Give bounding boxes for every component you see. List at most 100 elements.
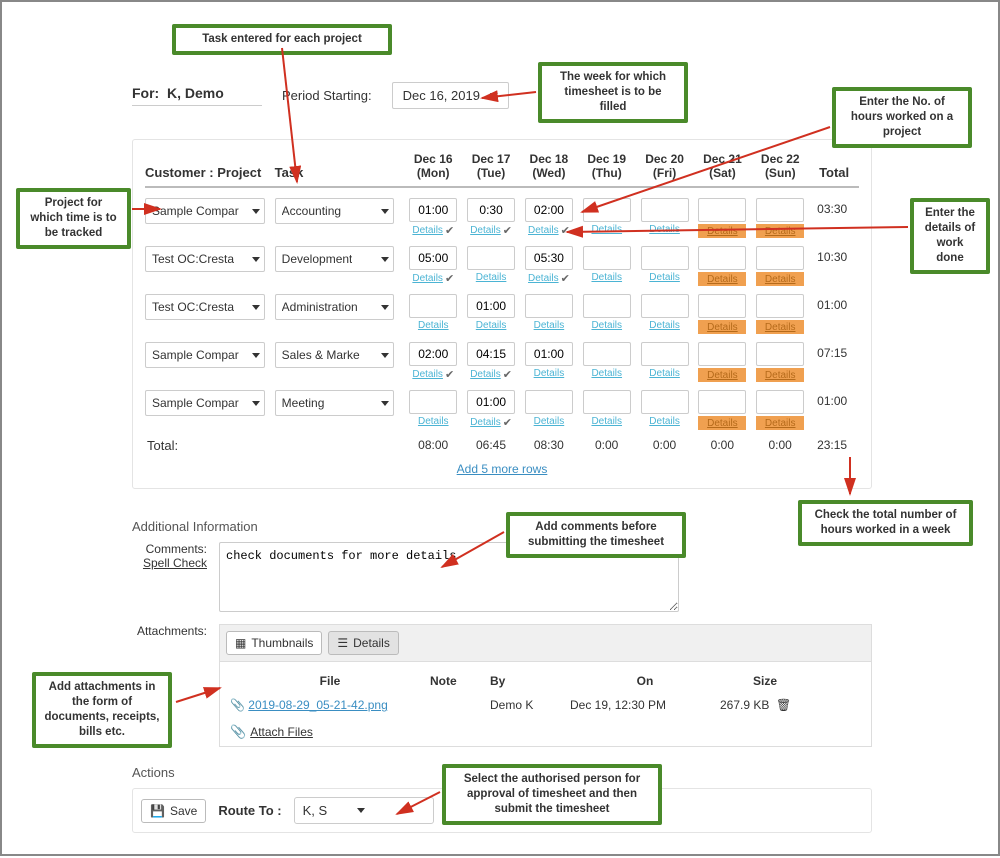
task-select[interactable]: Accounting: [275, 198, 395, 224]
route-to-label: Route To :: [218, 803, 281, 818]
row-total: 01:00: [809, 390, 859, 408]
details-link[interactable]: Details: [591, 416, 622, 427]
callout-comments: Add comments before submitting the times…: [506, 512, 686, 558]
hours-input[interactable]: [698, 342, 746, 366]
attachment-file-link[interactable]: 2019-08-29_05-21-42.png: [248, 698, 387, 712]
details-link[interactable]: Details: [476, 320, 507, 331]
project-select[interactable]: Test OC:Cresta: [145, 246, 265, 272]
details-link[interactable]: Details: [412, 225, 443, 236]
details-link[interactable]: Details: [470, 369, 501, 380]
details-link[interactable]: Details: [707, 322, 738, 333]
hours-input[interactable]: [525, 246, 573, 270]
details-link[interactable]: Details: [418, 416, 449, 427]
hours-input[interactable]: [641, 246, 689, 270]
details-link[interactable]: Details: [707, 274, 738, 285]
hours-input[interactable]: [756, 246, 804, 270]
details-link[interactable]: Details: [765, 274, 796, 285]
details-link[interactable]: Details: [418, 320, 449, 331]
route-to-select[interactable]: K, S: [294, 797, 434, 824]
hours-input[interactable]: [467, 390, 515, 414]
spell-check-link[interactable]: Spell Check: [132, 556, 207, 570]
row-total: 03:30: [809, 198, 859, 216]
hours-input[interactable]: [698, 198, 746, 222]
details-link[interactable]: Details: [707, 226, 738, 237]
hours-input[interactable]: [409, 198, 457, 222]
details-link[interactable]: Details: [649, 368, 680, 379]
attach-files-link[interactable]: Attach Files: [250, 725, 313, 739]
check-icon: ✔: [561, 272, 570, 285]
details-link[interactable]: Details: [534, 320, 565, 331]
hours-input[interactable]: [409, 342, 457, 366]
add-rows-link[interactable]: Add 5 more rows: [457, 462, 548, 476]
task-select[interactable]: Development: [275, 246, 395, 272]
attachment-row: 📎 2019-08-29_05-21-42.png Demo K Dec 19,…: [230, 694, 861, 716]
comments-label: Comments:: [146, 542, 207, 556]
hours-input[interactable]: [409, 390, 457, 414]
details-link[interactable]: Details: [649, 272, 680, 283]
details-link[interactable]: Details: [534, 416, 565, 427]
details-link[interactable]: Details: [470, 417, 501, 428]
project-select[interactable]: Sample Compar: [145, 342, 265, 368]
project-select[interactable]: Test OC:Cresta: [145, 294, 265, 320]
details-link[interactable]: Details: [476, 272, 507, 283]
hours-input[interactable]: [641, 342, 689, 366]
hours-input[interactable]: [525, 342, 573, 366]
hours-input[interactable]: [583, 342, 631, 366]
details-link[interactable]: Details: [707, 370, 738, 381]
hours-input[interactable]: [467, 342, 515, 366]
period-select[interactable]: Dec 16, 2019: [392, 82, 509, 109]
task-select[interactable]: Sales & Marke: [275, 342, 395, 368]
hours-input[interactable]: [467, 246, 515, 270]
hours-input[interactable]: [698, 246, 746, 270]
thumbnails-button[interactable]: ▦Thumbnails: [226, 631, 322, 655]
hours-input[interactable]: [641, 198, 689, 222]
details-link[interactable]: Details: [649, 416, 680, 427]
hours-input[interactable]: [641, 294, 689, 318]
hours-input[interactable]: [698, 294, 746, 318]
hours-input[interactable]: [409, 294, 457, 318]
details-link[interactable]: Details: [765, 418, 796, 429]
details-link[interactable]: Details: [470, 225, 501, 236]
hours-input[interactable]: [641, 390, 689, 414]
details-link[interactable]: Details: [591, 272, 622, 283]
hours-input[interactable]: [525, 294, 573, 318]
details-link[interactable]: Details: [649, 224, 680, 235]
details-link[interactable]: Details: [591, 320, 622, 331]
details-link[interactable]: Details: [765, 322, 796, 333]
details-link[interactable]: Details: [591, 368, 622, 379]
details-link[interactable]: Details: [412, 273, 443, 284]
hours-input[interactable]: [583, 390, 631, 414]
details-link[interactable]: Details: [765, 226, 796, 237]
hours-input[interactable]: [756, 198, 804, 222]
details-link[interactable]: Details: [528, 225, 559, 236]
hours-input[interactable]: [583, 294, 631, 318]
delete-icon[interactable]: 🗑: [776, 698, 791, 712]
project-select[interactable]: Sample Compar: [145, 198, 265, 224]
hours-input[interactable]: [467, 198, 515, 222]
hours-input[interactable]: [698, 390, 746, 414]
hours-input[interactable]: [525, 390, 573, 414]
details-link[interactable]: Details: [707, 418, 738, 429]
hours-input[interactable]: [525, 198, 573, 222]
details-link[interactable]: Details: [528, 273, 559, 284]
save-button[interactable]: 💾Save: [141, 799, 206, 823]
hours-input[interactable]: [756, 342, 804, 366]
attachment-header: File Note By On Size: [230, 668, 861, 694]
details-view-button[interactable]: ☰Details: [328, 631, 398, 655]
hours-input[interactable]: [756, 294, 804, 318]
hours-input[interactable]: [467, 294, 515, 318]
project-select[interactable]: Sample Compar: [145, 390, 265, 416]
details-link[interactable]: Details: [649, 320, 680, 331]
grid-icon: ▦: [235, 636, 246, 650]
hours-input[interactable]: [756, 390, 804, 414]
details-link[interactable]: Details: [534, 368, 565, 379]
task-select[interactable]: Administration: [275, 294, 395, 320]
hours-input[interactable]: [583, 198, 631, 222]
details-link[interactable]: Details: [591, 224, 622, 235]
check-icon: ✔: [503, 224, 512, 237]
details-link[interactable]: Details: [765, 370, 796, 381]
details-link[interactable]: Details: [412, 369, 443, 380]
hours-input[interactable]: [409, 246, 457, 270]
task-select[interactable]: Meeting: [275, 390, 395, 416]
hours-input[interactable]: [583, 246, 631, 270]
